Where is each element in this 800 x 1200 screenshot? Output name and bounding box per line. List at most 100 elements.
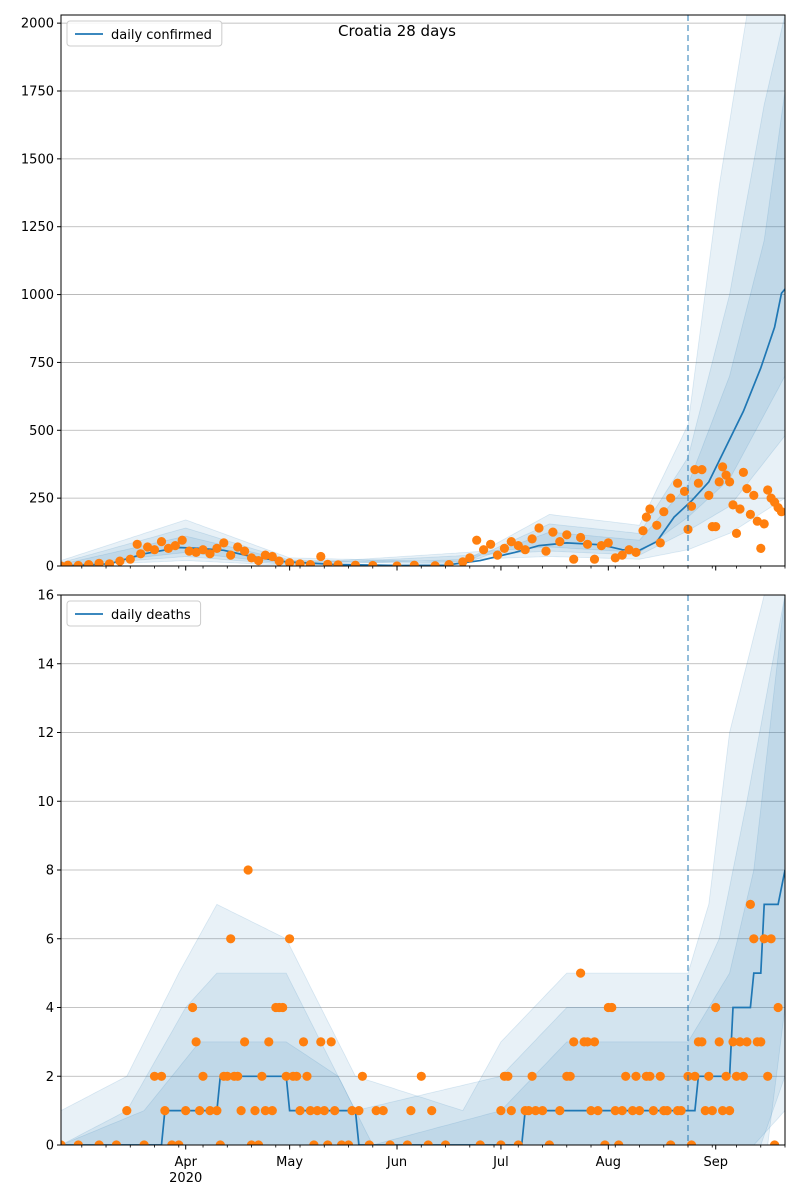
observed-point — [298, 1037, 309, 1047]
legend: daily deaths — [66, 600, 202, 627]
observed-point — [61, 1140, 66, 1145]
observed-point — [749, 934, 759, 944]
observed-point — [205, 549, 215, 559]
observed-point — [548, 527, 558, 537]
model-line — [61, 288, 785, 566]
observed-point — [565, 1071, 575, 1081]
observed-point — [766, 934, 776, 944]
observed-point — [541, 546, 551, 556]
observed-point — [721, 470, 731, 480]
observed-point — [285, 934, 295, 944]
observed-point — [125, 554, 135, 564]
observed-point — [402, 1140, 412, 1145]
observed-point — [226, 934, 236, 944]
observed-point — [378, 1106, 388, 1116]
observed-point — [697, 1037, 707, 1047]
observed-point — [759, 519, 769, 529]
observed-point — [385, 1140, 395, 1145]
observed-point — [569, 554, 579, 564]
observed-point — [149, 545, 160, 555]
observed-point — [233, 542, 243, 552]
observed-point — [392, 561, 402, 566]
observed-point — [617, 1106, 627, 1116]
observed-point — [527, 1071, 537, 1081]
observed-point — [593, 1106, 603, 1116]
observed-point — [430, 561, 440, 566]
observed-point — [312, 1106, 322, 1116]
observed-point — [191, 547, 201, 558]
observed-point — [738, 1071, 749, 1081]
x-tick-label: Jun — [386, 1155, 407, 1170]
observed-point — [624, 545, 634, 555]
plot-area — [61, 595, 785, 1145]
observed-point — [544, 1140, 554, 1145]
observed-point — [527, 534, 537, 544]
y-tick-label: 2000 — [21, 17, 54, 32]
observed-point — [763, 485, 773, 495]
observed-point — [364, 1140, 374, 1145]
uncertainty-band-3 — [61, 595, 785, 1145]
observed-point — [486, 539, 496, 549]
observed-point — [738, 467, 749, 477]
observed-point — [645, 1071, 655, 1081]
observed-point — [326, 1037, 336, 1047]
observed-point — [617, 550, 627, 560]
y-tick-label: 8 — [46, 864, 54, 879]
observed-point — [295, 1106, 305, 1116]
observed-point — [423, 1140, 433, 1145]
deaths-chart: 0 2 4 6 8 10 12 14 16 Apr May Jun Jul Aug Sep 2020 daily… — [37, 589, 786, 1186]
observed-point — [731, 528, 742, 539]
observed-point — [333, 560, 343, 566]
observed-point — [673, 478, 683, 488]
observed-point — [745, 509, 756, 519]
observed-point — [513, 541, 523, 551]
observed-point — [115, 556, 125, 566]
observed-point — [132, 539, 142, 549]
observed-point — [163, 543, 173, 554]
legend-label: daily confirmed — [111, 28, 212, 43]
observed-point — [686, 501, 697, 511]
x-tick-label: Sep — [703, 1155, 728, 1170]
y-tick-label: 0 — [46, 1139, 54, 1154]
observed-point — [690, 465, 700, 475]
observed-point — [226, 550, 236, 560]
observed-point — [278, 1002, 288, 1013]
observed-point — [246, 1140, 257, 1145]
observed-point — [714, 1037, 724, 1047]
y-tick-label: 6 — [46, 932, 54, 947]
observed-point — [267, 1106, 277, 1116]
observed-point — [198, 1071, 208, 1081]
observed-point — [513, 1140, 523, 1145]
observed-point — [496, 1140, 506, 1145]
observed-point — [614, 1140, 624, 1145]
axes-frame — [60, 14, 786, 567]
x-tick-label: May — [276, 1155, 303, 1170]
observed-point — [409, 560, 419, 566]
confirmed-chart: 0 250 500 750 1000 1250 1500 1750 2000 daily conf… — [21, 14, 786, 575]
observed-point — [250, 1106, 260, 1116]
observed-point — [63, 560, 73, 566]
observed-point — [184, 546, 194, 556]
legend-box — [66, 20, 223, 47]
observed-point — [506, 1106, 516, 1116]
observed-point — [316, 1037, 326, 1047]
y-tick-label: 2 — [46, 1070, 54, 1085]
observed-point — [305, 560, 315, 566]
observed-point — [728, 1037, 738, 1047]
y-tick-label: 250 — [29, 492, 54, 507]
observed-point — [638, 526, 648, 536]
observed-point — [676, 1106, 686, 1116]
observed-point — [84, 560, 94, 566]
observed-point — [704, 1071, 714, 1081]
observed-point — [281, 1071, 291, 1081]
observed-point — [628, 1106, 638, 1116]
observed-point — [305, 1106, 315, 1116]
observed-point — [246, 553, 257, 563]
observed-point — [479, 545, 489, 555]
observed-point — [745, 899, 756, 910]
observed-point — [219, 538, 229, 548]
observed-point — [323, 1140, 333, 1145]
y-tick-label: 1750 — [21, 85, 54, 100]
y-tick-label: 750 — [29, 356, 54, 371]
